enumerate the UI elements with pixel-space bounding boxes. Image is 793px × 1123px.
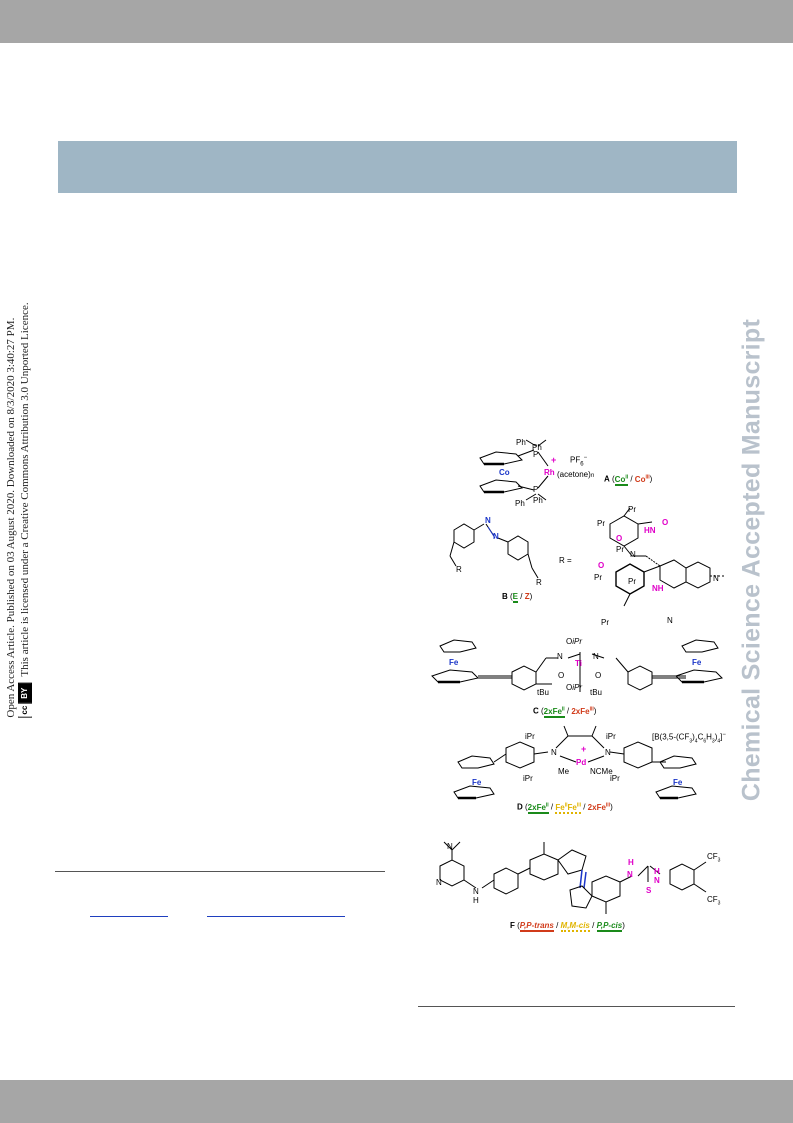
label-A: A (CoII / CoIII) [604, 474, 653, 486]
label-D: D (2xFeII / FeIIFeIII / 2xFeIII) [517, 802, 613, 814]
label-C: C (2xFeII / 2xFeIII) [533, 706, 597, 718]
footnote-link-2[interactable] [207, 916, 345, 917]
structure-F [439, 841, 707, 914]
cc-by-license-icon[interactable]: cc BY [18, 682, 32, 718]
column-rule [418, 1006, 735, 1007]
top-bar [0, 0, 793, 43]
structure-C [431, 639, 723, 692]
structure-A [479, 439, 549, 501]
footnote-link-1[interactable] [90, 916, 168, 917]
structure-D [453, 725, 697, 800]
access-line-2: This article is licensed under a Creativ… [19, 302, 31, 677]
bottom-bar [0, 1080, 793, 1123]
structure-B [449, 508, 726, 607]
open-access-notice: Open Access Article. Published on 03 Aug… [4, 302, 32, 718]
label-F: F (P,P-trans / M,M-cis / P,P-cis) [510, 921, 625, 932]
atom-rh: Rh [544, 468, 555, 477]
journal-watermark: Chemical Science Accepted Manuscript [737, 318, 766, 802]
atom-co: Co [499, 468, 510, 477]
header-banner [58, 141, 737, 193]
access-line-1: Open Access Article. Published on 03 Aug… [5, 317, 17, 718]
label-B: B (E / Z) [502, 592, 533, 603]
figure-switchable-catalysts: Co Rh + (acetone)n Ph Ph Ph Ph P P PF6− … [420, 430, 740, 940]
footnote-rule [55, 871, 385, 872]
